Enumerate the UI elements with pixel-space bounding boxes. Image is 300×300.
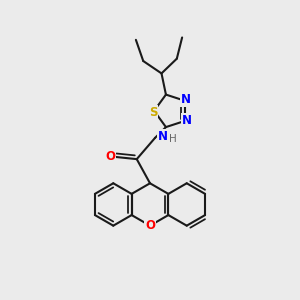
Text: N: N [182, 114, 192, 128]
Text: N: N [181, 93, 191, 106]
Text: O: O [105, 150, 115, 163]
Text: O: O [145, 219, 155, 232]
Text: H: H [169, 134, 177, 144]
Text: N: N [158, 130, 168, 143]
Text: S: S [149, 106, 157, 118]
